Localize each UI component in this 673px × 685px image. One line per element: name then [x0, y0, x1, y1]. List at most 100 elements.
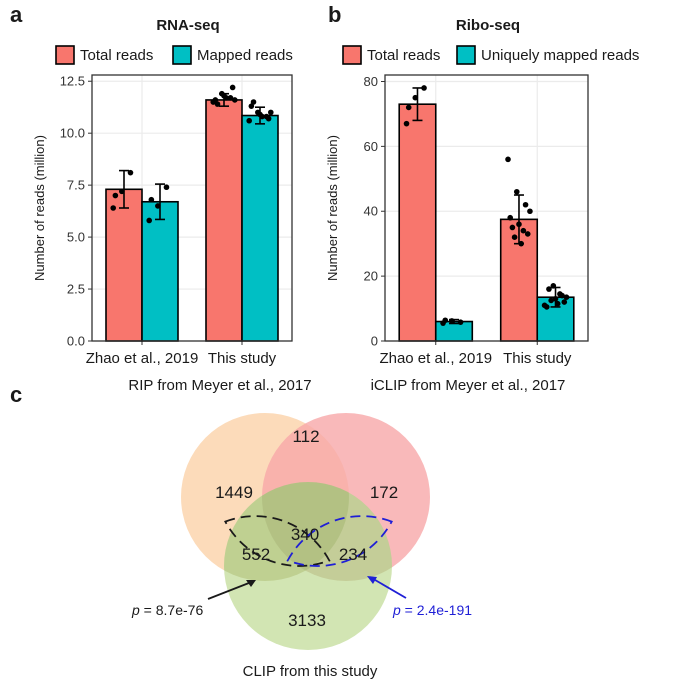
data-point — [511, 234, 518, 240]
data-point — [232, 97, 238, 103]
data-point — [457, 319, 464, 325]
data-point — [518, 240, 524, 247]
y-tick-label: 2.5 — [67, 282, 85, 297]
pvalue-rip-clip-value: = 8.7e-76 — [140, 602, 204, 618]
chart-a: 0.0 2.5 5.0 7.5 10.0 12.5 Zhao et al., 2019 Thi… — [32, 74, 293, 367]
legend-label-1: Uniquely mapped reads — [481, 47, 639, 64]
pvalue-rip-clip-p: p — [131, 602, 140, 618]
data-point — [520, 227, 527, 234]
data-point — [543, 304, 550, 310]
venn-label-rip: RIP from Meyer et al., 2017 — [128, 377, 311, 394]
chart-b-legend: Total reads Uniquely mapped reads — [342, 45, 639, 65]
venn-circle-clip — [224, 482, 392, 650]
chart-b: 0 20 40 60 80 Zhao et al., 2019 This study Numb… — [325, 74, 589, 367]
data-point — [223, 95, 229, 101]
data-point — [155, 203, 161, 209]
data-point — [527, 208, 533, 215]
data-point — [403, 120, 410, 127]
legend-label-1: Mapped reads — [197, 47, 293, 64]
y-axis-label: Number of reads (million) — [325, 135, 340, 281]
venn-diagram: RIP from Meyer et al., 2017 iCLIP from M… — [128, 377, 565, 680]
x-category-label: This study — [208, 350, 277, 367]
venn-dashed-rip-clip-outline — [224, 515, 331, 567]
data-point — [405, 104, 412, 111]
pvalue-arrowhead-black — [246, 580, 256, 587]
pvalue-arrow-blue — [369, 576, 407, 599]
pvalue-rip-clip: p = 8.7e-76 — [131, 602, 203, 618]
venn-dashed-iclip-clip-outline — [286, 515, 393, 567]
data-point — [552, 296, 559, 302]
y-tick-label: 7.5 — [67, 178, 85, 193]
legend-label-0: Total reads — [367, 47, 440, 64]
venn-count-all-three: 340 — [291, 525, 319, 544]
data-point — [250, 99, 257, 105]
data-point — [248, 103, 255, 109]
data-point — [509, 224, 516, 231]
pvalue-arrowhead-blue — [367, 576, 377, 584]
venn-count-iclip-only: 172 — [370, 483, 398, 502]
data-point — [550, 283, 557, 289]
data-point — [516, 221, 522, 228]
legend-key-0 — [342, 45, 362, 65]
data-point — [563, 294, 570, 301]
x-category-label: Zhao et al., 2019 — [379, 350, 492, 367]
bar — [205, 99, 243, 342]
venn-count-clip-only: 3133 — [288, 611, 326, 630]
legend-key-1 — [456, 45, 476, 65]
y-tick-label: 60 — [364, 139, 378, 154]
y-tick-label: 20 — [364, 269, 378, 284]
data-point — [524, 231, 531, 237]
x-category-label: This study — [503, 350, 572, 367]
chart-a-legend: Total reads Mapped reads — [55, 45, 293, 65]
venn-count-rip-clip: 552 — [242, 545, 270, 564]
y-tick-label: 12.5 — [60, 74, 85, 89]
data-point — [214, 101, 221, 107]
chart-a-title: RNA-seq — [156, 17, 219, 34]
y-tick-label: 80 — [364, 74, 378, 89]
y-tick-label: 0.0 — [67, 334, 85, 349]
data-point — [546, 286, 552, 292]
data-point — [212, 97, 219, 103]
data-point — [412, 94, 419, 101]
data-point — [229, 84, 236, 91]
plot-border — [384, 74, 589, 342]
data-point — [259, 113, 265, 120]
data-point — [110, 205, 116, 211]
chart-b-title: Ribo-seq — [456, 17, 520, 34]
data-point — [442, 317, 449, 324]
venn-count-rip-iclip: 112 — [292, 427, 319, 446]
pvalue-arrow-black — [207, 580, 255, 600]
data-point — [522, 201, 529, 208]
data-point — [148, 196, 155, 203]
panel-label-c: c — [10, 382, 22, 407]
venn-count-iclip-clip: 234 — [339, 545, 367, 564]
data-point — [557, 291, 563, 297]
panel-label-b: b — [328, 2, 341, 27]
y-tick-label: 10.0 — [60, 126, 85, 141]
data-point — [505, 156, 511, 163]
data-point — [554, 300, 561, 307]
data-point — [561, 299, 568, 305]
bar — [141, 200, 179, 342]
x-category-label: Zhao et al., 2019 — [86, 350, 199, 367]
y-tick-label: 5.0 — [67, 230, 85, 245]
venn-count-rip-only: 1449 — [215, 483, 253, 502]
bar — [398, 103, 437, 342]
data-point — [548, 297, 554, 304]
data-point — [507, 214, 514, 221]
panel-label-a: a — [10, 2, 23, 27]
data-point — [127, 169, 134, 176]
pvalue-iclip-clip-value: = 2.4e-191 — [401, 602, 472, 618]
data-point — [227, 95, 234, 101]
y-tick-label: 40 — [364, 204, 378, 219]
bar — [241, 114, 279, 342]
data-point — [513, 188, 520, 195]
data-point — [146, 217, 152, 224]
venn-label-iclip: iCLIP from Meyer et al., 2017 — [371, 377, 566, 394]
venn-label-clip: CLIP from this study — [243, 663, 378, 680]
legend-label-0: Total reads — [80, 47, 153, 64]
pvalue-iclip-clip-p: p — [392, 602, 401, 618]
data-point — [421, 85, 427, 91]
data-point — [449, 318, 455, 324]
